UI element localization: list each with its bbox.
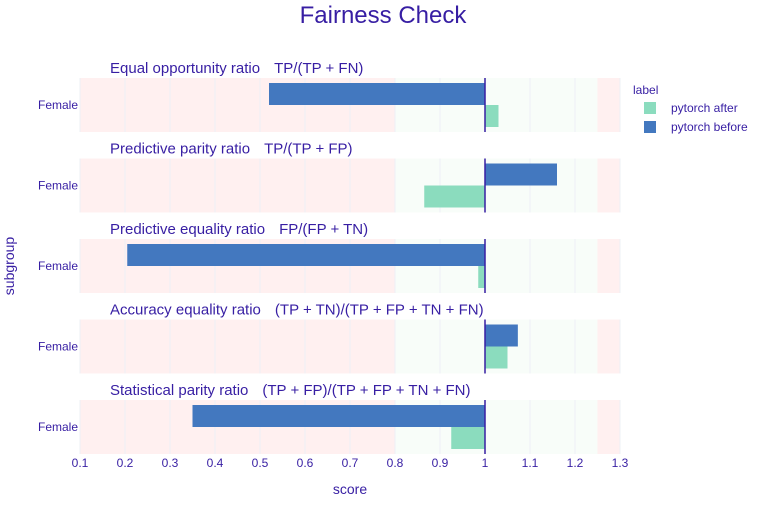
bar-pytorch-before — [269, 83, 485, 105]
legend-entry-label: pytorch before — [671, 120, 748, 134]
x-tick-label: 1.1 — [522, 456, 539, 470]
bar-pytorch-after — [478, 266, 485, 288]
x-tick-label: 0.7 — [342, 456, 359, 470]
legend-swatch — [644, 121, 656, 133]
panel-metric: Equal opportunity ratio — [110, 60, 260, 77]
legend-swatch — [644, 102, 656, 114]
panel-metric: Accuracy equality ratio — [110, 302, 261, 319]
x-tick-label: 0.9 — [432, 456, 449, 470]
chart-title: Fairness Check — [300, 2, 468, 29]
legend-entry-label: pytorch after — [671, 101, 738, 115]
x-tick-label: 0.1 — [72, 456, 89, 470]
subgroup-label: Female — [38, 179, 78, 193]
panel-4: Female Accuracy equality ratio (TP + TN)/(… — [38, 302, 621, 374]
panel-formula: FP/(FP + TN) — [279, 221, 368, 238]
panel-formula: (TP + FP)/(TP + FP + TN + FN) — [262, 382, 470, 399]
bar-pytorch-before — [485, 324, 518, 347]
x-tick-label: 0.8 — [387, 456, 404, 470]
panel-title: Accuracy equality ratio (TP + TN)/(TP + F… — [110, 302, 484, 319]
unfair-zone-high — [597, 78, 620, 132]
x-tick-label: 1 — [482, 456, 489, 470]
x-tick-label: 0.6 — [297, 456, 314, 470]
panel-2: Female Predictive parity ratio TP/(TP + FP… — [38, 141, 621, 213]
panel-metric: Statistical parity ratio — [110, 382, 248, 399]
x-tick-label: 0.2 — [117, 456, 134, 470]
x-tick-label: 1.2 — [567, 456, 584, 470]
panel-3: Female Predictive equality ratio FP/(FP + … — [38, 221, 621, 293]
panel-title: Statistical parity ratio (TP + FP)/(TP + … — [110, 382, 471, 399]
unfair-zone-high — [597, 400, 620, 454]
x-tick-label: 0.5 — [252, 456, 269, 470]
unfair-zone-low — [80, 319, 395, 374]
unfair-zone-low — [80, 158, 395, 213]
x-tick-label: 0.3 — [162, 456, 179, 470]
bar-pytorch-after — [485, 346, 508, 369]
unfair-zone-high — [597, 239, 620, 293]
panel-title: Predictive equality ratio FP/(FP + TN) — [110, 221, 368, 238]
panel-formula: (TP + TN)/(TP + FP + TN + FN) — [275, 302, 484, 319]
panel-title: Predictive parity ratio TP/(TP + FP) — [110, 141, 353, 158]
x-tick-label: 0.4 — [207, 456, 224, 470]
subgroup-label: Female — [38, 98, 78, 112]
x-axis: 0.1 0.2 0.3 0.4 0.5 0.6 0.7 0.8 0.9 1 1.1 1.2 1.3 — [72, 456, 629, 470]
subgroup-label: Female — [38, 420, 78, 434]
y-axis-label: subgroup — [1, 237, 17, 296]
panel-formula: TP/(TP + FN) — [274, 60, 363, 77]
panel-5: Female Statistical parity ratio (TP + FP)/… — [38, 382, 621, 454]
bar-pytorch-before — [127, 244, 485, 266]
panel-title: Equal opportunity ratio TP/(TP + FN) — [110, 60, 363, 77]
panel-formula: TP/(TP + FP) — [264, 141, 352, 158]
bar-pytorch-after — [451, 427, 485, 449]
panel-metric: Predictive parity ratio — [110, 141, 250, 158]
x-axis-label: score — [333, 481, 367, 497]
bar-pytorch-before — [485, 163, 557, 186]
bar-pytorch-after — [485, 105, 499, 127]
panel-metric: Predictive equality ratio — [110, 221, 265, 238]
unfair-zone-high — [597, 319, 620, 374]
legend-title: label — [633, 83, 658, 97]
panels-layer: Female Equal opportunity ratio TP/(TP + FN… — [38, 60, 621, 454]
unfair-zone-high — [597, 158, 620, 213]
panel-1: Female Equal opportunity ratio TP/(TP + FN… — [38, 60, 621, 132]
bar-pytorch-before — [192, 405, 485, 427]
subgroup-label: Female — [38, 259, 78, 273]
bar-pytorch-after — [424, 185, 485, 208]
legend: label pytorch after pytorch before — [633, 83, 748, 134]
subgroup-label: Female — [38, 340, 78, 354]
x-tick-label: 1.3 — [612, 456, 629, 470]
